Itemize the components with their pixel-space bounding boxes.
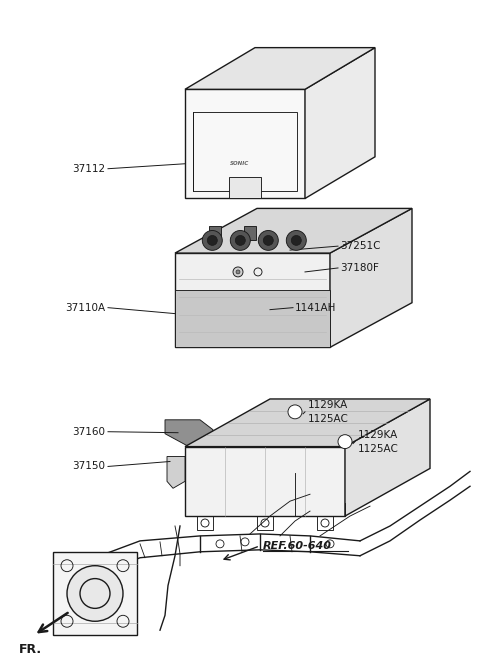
Polygon shape (345, 399, 430, 516)
Circle shape (288, 405, 302, 419)
Polygon shape (229, 176, 261, 199)
Polygon shape (175, 209, 412, 253)
Text: FR.: FR. (18, 643, 42, 655)
Polygon shape (209, 226, 221, 240)
Polygon shape (245, 238, 280, 260)
Text: 1125AC: 1125AC (308, 414, 349, 424)
Polygon shape (305, 48, 375, 199)
Circle shape (233, 267, 243, 277)
Text: 37112: 37112 (72, 164, 105, 174)
Text: SONIC: SONIC (230, 161, 250, 166)
Text: 37251C: 37251C (340, 241, 381, 251)
Polygon shape (330, 209, 412, 348)
Polygon shape (185, 399, 430, 447)
Circle shape (235, 236, 245, 245)
Polygon shape (185, 48, 375, 89)
Polygon shape (167, 457, 185, 488)
Polygon shape (175, 253, 330, 348)
Circle shape (291, 236, 301, 245)
Text: 37160: 37160 (72, 426, 105, 437)
Circle shape (258, 230, 278, 251)
Circle shape (67, 565, 123, 621)
Text: 1129KA: 1129KA (308, 400, 348, 410)
Circle shape (230, 230, 250, 251)
Circle shape (264, 236, 273, 245)
Text: 1129KA: 1129KA (358, 430, 398, 440)
Polygon shape (165, 420, 213, 445)
Text: 37150: 37150 (72, 461, 105, 472)
Text: 1125AC: 1125AC (358, 443, 399, 453)
Text: 1141AH: 1141AH (295, 302, 336, 313)
Text: 37180F: 37180F (340, 263, 379, 273)
Polygon shape (185, 447, 345, 516)
Circle shape (207, 236, 217, 245)
Circle shape (236, 270, 240, 274)
Text: 37110A: 37110A (65, 302, 105, 313)
Polygon shape (53, 552, 137, 635)
Polygon shape (185, 89, 305, 199)
Polygon shape (244, 226, 256, 240)
Text: REF.60-640: REF.60-640 (263, 541, 332, 551)
Circle shape (338, 435, 352, 449)
Circle shape (286, 230, 306, 251)
Circle shape (202, 230, 222, 251)
Polygon shape (175, 290, 330, 348)
